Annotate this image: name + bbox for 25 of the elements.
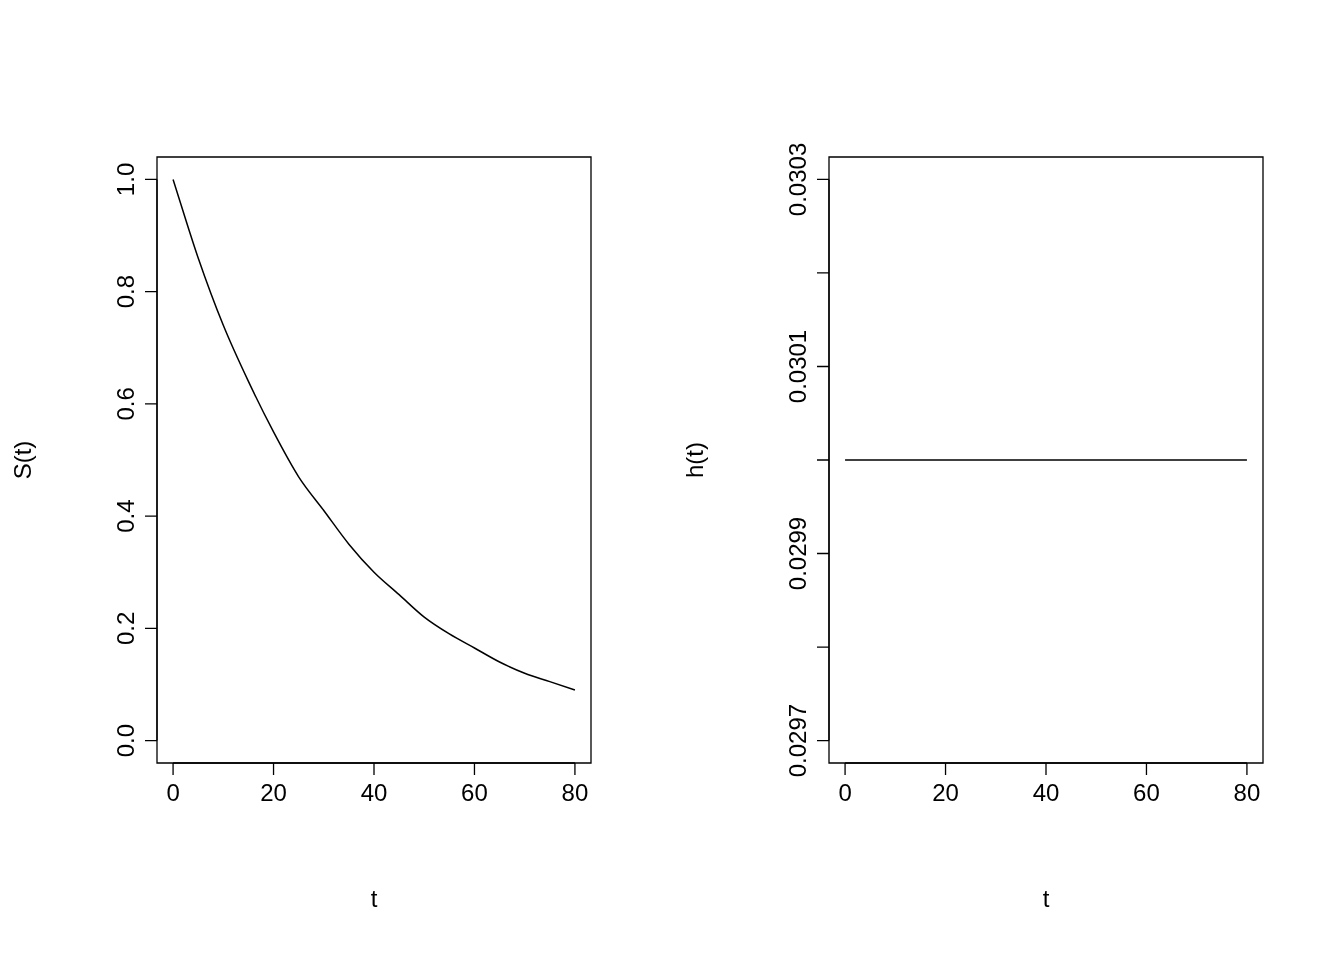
y-tick-label: 0.0301 bbox=[783, 329, 811, 404]
y-tick-label: 0.0299 bbox=[783, 516, 811, 591]
line-series bbox=[172, 178, 576, 691]
x-tick-label: 80 bbox=[1233, 778, 1261, 806]
x-tick-label: 20 bbox=[932, 778, 959, 806]
y-tick-label: 0.2 bbox=[111, 611, 139, 646]
y-tick-label: 0.6 bbox=[111, 387, 139, 421]
x-tick-label: 40 bbox=[1032, 778, 1060, 806]
x-tick-label: 0 bbox=[838, 778, 852, 806]
x-tick-label: 80 bbox=[561, 778, 589, 806]
x-tick-label: 60 bbox=[461, 778, 488, 806]
y-tick-label: 0.4 bbox=[111, 499, 139, 533]
x-tick-label: 40 bbox=[360, 778, 388, 806]
x-axis-title: t bbox=[1042, 884, 1050, 912]
x-tick-label: 0 bbox=[166, 778, 180, 806]
x-tick-label: 60 bbox=[1133, 778, 1160, 806]
y-tick-label: 1.0 bbox=[111, 162, 139, 197]
x-tick-label: 20 bbox=[260, 778, 287, 806]
y-tick-label: 0.0303 bbox=[783, 142, 811, 217]
y-tick-label: 0.0297 bbox=[783, 703, 811, 778]
y-tick-label: 0.8 bbox=[111, 274, 139, 309]
y-tick-label: 0.0 bbox=[111, 723, 139, 758]
x-axis-title: t bbox=[370, 884, 378, 912]
y-axis-title: S(t) bbox=[8, 440, 36, 480]
y-axis-title: h(t) bbox=[680, 442, 708, 478]
